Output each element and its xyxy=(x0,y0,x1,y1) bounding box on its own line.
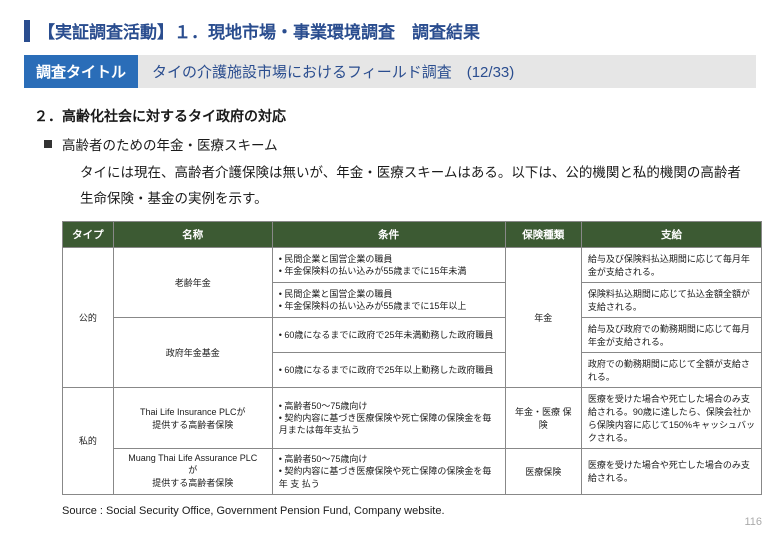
th-kind: 保険種類 xyxy=(505,222,581,248)
section-heading: ２．高齢化社会に対するタイ政府の対応 xyxy=(34,106,756,126)
cell-kind-1: 年金 xyxy=(505,248,581,388)
cell-pay-2b: 政府での勤務期間に応じて全額が支給される。 xyxy=(581,353,761,388)
page-header: 【実証調査活動】１．現地市場・事業環境調査 調査結果 xyxy=(24,18,756,43)
cell-type-private: 私的 xyxy=(63,388,114,494)
cell-cond-1a: 民間企業と国営企業の職員 年金保険料の払い込みが55歳までに15年未満 xyxy=(272,248,505,283)
cell-cond-2b: 60歳になるまでに政府で25年以上勤務した政府職員 xyxy=(272,353,505,388)
square-bullet-icon xyxy=(44,140,52,148)
bullet-row: 高齢者のための年金・医療スキーム xyxy=(44,134,756,154)
bullet-text: 高齢者のための年金・医療スキーム xyxy=(62,134,278,154)
th-name: 名称 xyxy=(113,222,272,248)
header-accent-bar xyxy=(24,20,30,42)
table-row: 私的 Thai Life Insurance PLCが 提供する高齢者保険 高齢… xyxy=(63,388,762,449)
cond-item: 契約内容に基づき医療保険や死亡保障の保険金を毎月または毎年支払う xyxy=(279,412,499,436)
table-row: 公的 老齢年金 民間企業と国営企業の職員 年金保険料の払い込みが55歳までに15… xyxy=(63,248,762,283)
cond-item: 民間企業と国営企業の職員 xyxy=(279,288,499,300)
table-header-row: タイプ 名称 条件 保険種類 支給 xyxy=(63,222,762,248)
cond-item: 契約内容に基づき医療保険や死亡保障の保険金を毎年 支 払う xyxy=(279,465,499,489)
cell-name-1: 老齢年金 xyxy=(113,248,272,318)
cond-item: 高齢者50～75歳向け xyxy=(279,453,499,465)
cell-name-3: Thai Life Insurance PLCが 提供する高齢者保険 xyxy=(113,388,272,449)
cell-pay-1b: 保険料払込期間に応じて払込金額全額が支給される。 xyxy=(581,283,761,318)
cond-item: 高齢者50～75歳向け xyxy=(279,400,499,412)
th-type: タイプ xyxy=(63,222,114,248)
title-badge: 調査タイトル xyxy=(24,55,138,88)
cond-item: 60歳になるまでに政府で25年以上勤務した政府職員 xyxy=(279,364,499,376)
title-row: 調査タイトル タイの介護施設市場におけるフィールド調査 (12/33) xyxy=(24,55,756,88)
name-3b: 提供する高齢者保険 xyxy=(152,420,233,430)
cell-name-4: Muang Thai Life Assurance PLC が 提供する高齢者保… xyxy=(113,449,272,494)
cell-pay-1a: 給与及び保険料払込期間に応じて毎月年金が支給される。 xyxy=(581,248,761,283)
name-4a: Muang Thai Life Assurance PLC xyxy=(128,453,257,463)
cell-kind-4: 医療保険 xyxy=(505,449,581,494)
cell-cond-2a: 60歳になるまでに政府で25年未満勤務した政府職員 xyxy=(272,318,505,353)
cell-pay-3: 医療を受けた場合や死亡した場合のみ支給される。90歳に達したら、保険会社から保険… xyxy=(581,388,761,449)
cell-name-2: 政府年金基金 xyxy=(113,318,272,388)
cell-pay-4: 医療を受けた場合や死亡した場合のみ支給される。 xyxy=(581,449,761,494)
table-row: Muang Thai Life Assurance PLC が 提供する高齢者保… xyxy=(63,449,762,494)
table-row: 政府年金基金 60歳になるまでに政府で25年未満勤務した政府職員 給与及び政府で… xyxy=(63,318,762,353)
name-4c: 提供する高齢者保険 xyxy=(152,478,233,488)
cell-type-public: 公的 xyxy=(63,248,114,388)
body-paragraph: タイには現在、高齢者介護保険は無いが、年金・医療スキームはある。以下は、公的機関… xyxy=(80,160,748,211)
cell-cond-4: 高齢者50～75歳向け 契約内容に基づき医療保険や死亡保障の保険金を毎年 支 払… xyxy=(272,449,505,494)
cell-cond-3: 高齢者50～75歳向け 契約内容に基づき医療保険や死亡保障の保険金を毎月または毎… xyxy=(272,388,505,449)
source-text: Source : Social Security Office, Governm… xyxy=(62,505,756,517)
header-text: 【実証調査活動】１．現地市場・事業環境調査 調査結果 xyxy=(38,18,480,43)
cond-item: 年金保険料の払い込みが55歳までに15年以上 xyxy=(279,300,499,312)
page-number: 116 xyxy=(744,516,762,528)
cond-item: 60歳になるまでに政府で25年未満勤務した政府職員 xyxy=(279,329,499,341)
cond-item: 民間企業と国営企業の職員 xyxy=(279,253,499,265)
title-text: タイの介護施設市場におけるフィールド調査 (12/33) xyxy=(138,55,756,88)
insurance-table: タイプ 名称 条件 保険種類 支給 公的 老齢年金 民間企業と国営企業の職員 年… xyxy=(62,221,762,494)
th-cond: 条件 xyxy=(272,222,505,248)
cell-kind-3: 年金・医療 保険 xyxy=(505,388,581,449)
cell-cond-1b: 民間企業と国営企業の職員 年金保険料の払い込みが55歳までに15年以上 xyxy=(272,283,505,318)
cell-pay-2a: 給与及び政府での勤務期間に応じて毎月年金が支給される。 xyxy=(581,318,761,353)
th-pay: 支給 xyxy=(581,222,761,248)
name-3a: Thai Life Insurance PLCが xyxy=(140,407,246,417)
name-4b: が xyxy=(188,465,197,475)
cond-item: 年金保険料の払い込みが55歳までに15年未満 xyxy=(279,265,499,277)
